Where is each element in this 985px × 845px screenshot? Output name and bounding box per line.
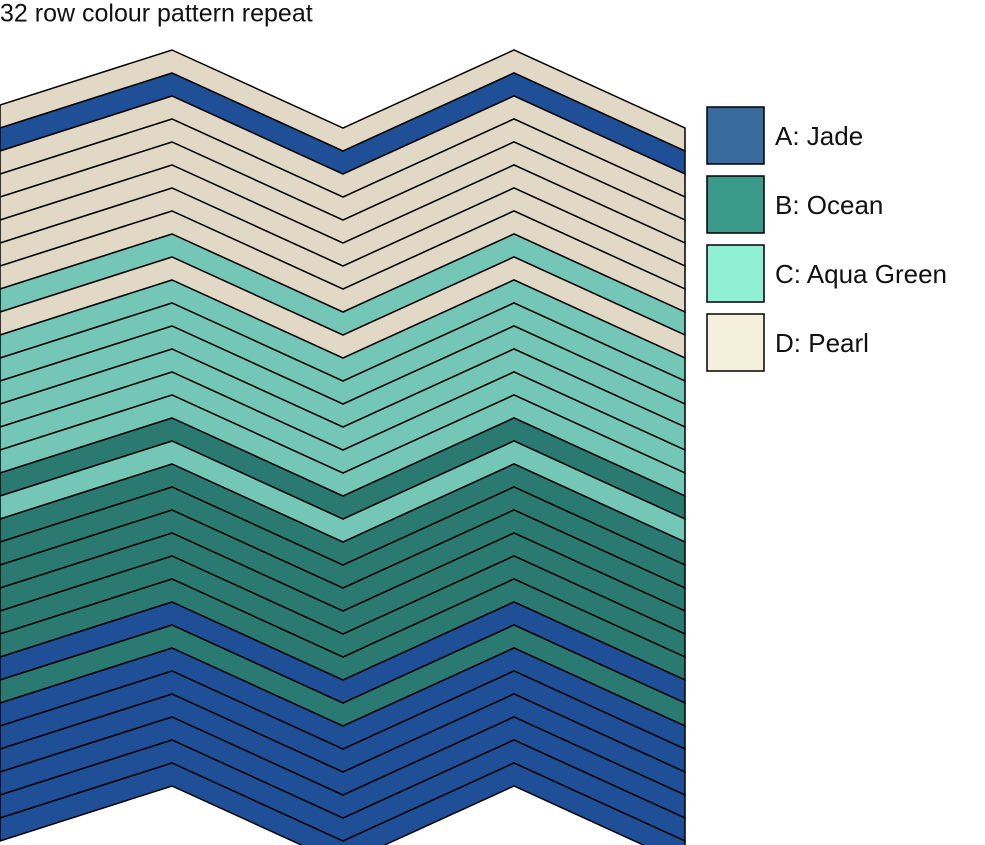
stripe-row bbox=[0, 762, 686, 845]
legend-label: B: Ocean bbox=[775, 190, 883, 220]
legend-label: A: Jade bbox=[775, 121, 863, 151]
title: 32 row colour pattern repeat bbox=[0, 0, 313, 28]
legend: A: Jade B: Ocean C: Aqua Green D: Pearl bbox=[706, 106, 947, 372]
legend-label: C: Aqua Green bbox=[775, 259, 947, 289]
legend-swatch bbox=[706, 106, 765, 165]
legend-swatch bbox=[706, 244, 765, 303]
stripes bbox=[0, 49, 686, 845]
legend-swatch bbox=[706, 175, 765, 234]
legend-label: D: Pearl bbox=[775, 328, 869, 358]
legend-swatch bbox=[706, 313, 765, 372]
